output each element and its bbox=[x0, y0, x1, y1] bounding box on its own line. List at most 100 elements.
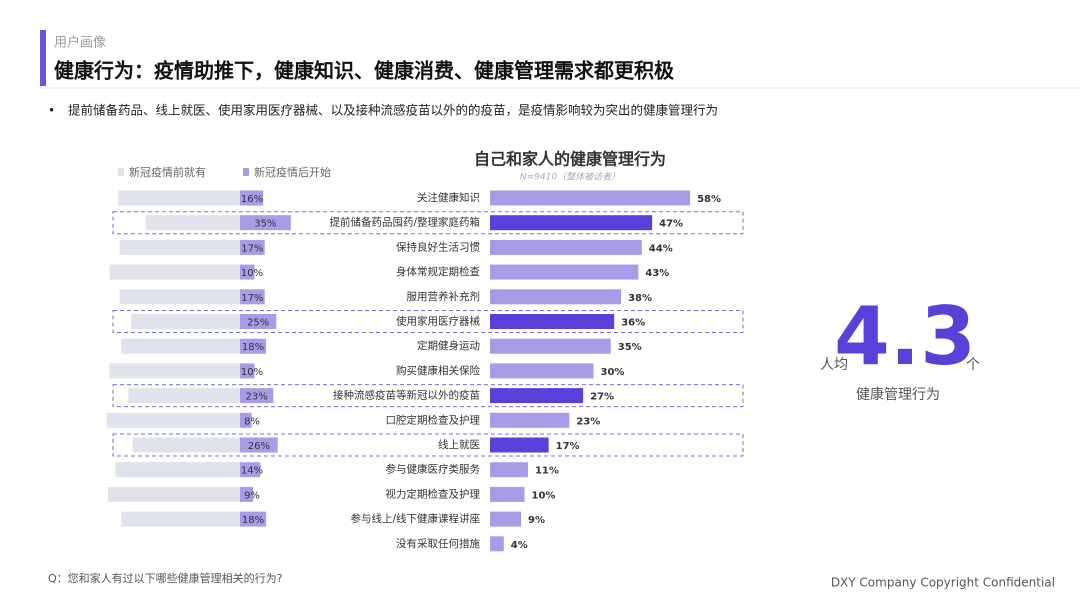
bar bbox=[490, 486, 525, 502]
category-label: 没有采取任何措施 bbox=[396, 537, 480, 550]
value-label: 17% bbox=[556, 441, 580, 452]
value-label: 44% bbox=[649, 243, 673, 254]
bullet-text: 提前储备药品、线上就医、使用家用医疗器械、以及接种流感疫苗以外的的疫苗，是疫情影… bbox=[68, 103, 718, 118]
value-label: 30% bbox=[601, 367, 625, 378]
value-label: 58% bbox=[697, 194, 721, 205]
bar-after-label: 18% bbox=[242, 515, 264, 526]
chart-subtitle: N=9410（整体被访者） bbox=[520, 172, 620, 183]
bar bbox=[490, 215, 653, 231]
bar-after bbox=[240, 437, 278, 453]
bar-before bbox=[145, 215, 240, 231]
bar-after bbox=[240, 363, 255, 379]
bar-after-label: 8% bbox=[244, 416, 260, 427]
bar-after-label: 35% bbox=[254, 219, 276, 230]
bar bbox=[490, 363, 594, 379]
bar-after bbox=[240, 314, 277, 329]
value-label: 9% bbox=[528, 515, 545, 526]
bar-after bbox=[240, 412, 252, 428]
stat-value: 4.3 bbox=[834, 290, 976, 383]
slide-title: 健康行为：疫情助推下，健康知识、健康消费、健康管理需求都更积极 bbox=[54, 59, 675, 83]
legend-swatch bbox=[243, 168, 249, 176]
bar-after-label: 25% bbox=[247, 318, 269, 329]
bar-after-label: 17% bbox=[241, 293, 263, 304]
bar-before bbox=[106, 412, 240, 428]
bar-after-label: 17% bbox=[241, 243, 263, 254]
highlight-box bbox=[112, 211, 744, 235]
bar-before bbox=[109, 363, 240, 379]
highlight-box bbox=[112, 310, 744, 333]
value-label: 47% bbox=[659, 219, 683, 230]
category-label: 定期健身运动 bbox=[417, 339, 480, 352]
bar-after-label: 26% bbox=[248, 441, 270, 452]
bullet-dot: • bbox=[48, 104, 55, 118]
bar-before bbox=[119, 239, 240, 255]
bar-after-label: 14% bbox=[241, 466, 263, 477]
bar-after bbox=[240, 338, 267, 354]
bar bbox=[490, 239, 642, 255]
category-label: 关注健康知识 bbox=[417, 191, 480, 204]
bar-before bbox=[121, 338, 240, 354]
value-label: 38% bbox=[628, 293, 652, 304]
bar-after bbox=[240, 264, 255, 280]
bar bbox=[490, 511, 522, 527]
bar-before bbox=[121, 511, 240, 527]
legend-label: 新冠疫情后开始 bbox=[254, 165, 331, 179]
bar-after-label: 9% bbox=[244, 490, 260, 501]
bar bbox=[490, 190, 691, 206]
category-label: 服用营养补充剂 bbox=[407, 290, 481, 303]
value-label: 11% bbox=[535, 466, 559, 477]
legend-label: 新冠疫情前就有 bbox=[129, 165, 206, 179]
bar-before bbox=[132, 437, 240, 453]
category-label: 参与健康医疗类服务 bbox=[386, 463, 481, 476]
bar-after bbox=[240, 486, 254, 502]
value-label: 27% bbox=[590, 392, 614, 403]
category-label: 参与线上/线下健康课程讲座 bbox=[350, 512, 480, 525]
bar-after-label: 10% bbox=[241, 268, 263, 279]
question: Q：您和家人有过以下哪些健康管理相关的行为? bbox=[48, 571, 283, 585]
bar-before bbox=[109, 264, 240, 280]
accent-bar bbox=[40, 30, 46, 86]
bar bbox=[490, 536, 504, 552]
bar-before bbox=[131, 314, 240, 329]
bar bbox=[490, 289, 622, 305]
value-label: 35% bbox=[618, 342, 642, 353]
bar-before bbox=[119, 289, 240, 305]
bar bbox=[490, 264, 639, 280]
bar-before bbox=[128, 388, 240, 404]
bar-before bbox=[115, 462, 240, 478]
value-label: 36% bbox=[621, 318, 645, 329]
bar bbox=[490, 462, 528, 478]
value-label: 10% bbox=[532, 490, 556, 501]
value-label: 43% bbox=[645, 268, 669, 279]
legend-swatch bbox=[118, 168, 124, 176]
category-label: 身体常规定期检查 bbox=[396, 265, 480, 278]
bar-after-label: 18% bbox=[242, 342, 264, 353]
bar bbox=[490, 437, 549, 453]
bar-after bbox=[240, 511, 267, 527]
stat-prefix: 人均 bbox=[820, 357, 848, 373]
category-label: 购买健康相关保险 bbox=[396, 364, 480, 377]
bar-after bbox=[240, 239, 265, 255]
category-label: 保持良好生活习惯 bbox=[396, 240, 480, 253]
category-label: 接种流感疫苗等新冠以外的疫苗 bbox=[333, 389, 480, 402]
category-label: 使用家用医疗器械 bbox=[396, 315, 480, 328]
section-label: 用户画像 bbox=[54, 35, 106, 51]
category-label: 口腔定期检查及护理 bbox=[386, 413, 481, 426]
bar bbox=[490, 388, 584, 404]
bar-after-label: 10% bbox=[241, 367, 263, 378]
bar-after bbox=[240, 388, 274, 404]
bar bbox=[490, 314, 615, 329]
category-label: 提前储备药品囤药/整理家庭药箱 bbox=[329, 216, 480, 229]
highlight-box bbox=[112, 384, 744, 408]
bar-before bbox=[108, 486, 240, 502]
copyright: DXY Company Copyright Confidential bbox=[831, 576, 1055, 590]
bar-before bbox=[118, 190, 240, 206]
bar-after-label: 23% bbox=[246, 392, 268, 403]
category-label: 线上就医 bbox=[438, 438, 480, 451]
value-label: 23% bbox=[576, 416, 600, 427]
chart-title: 自己和家人的健康管理行为 bbox=[474, 150, 666, 169]
category-label: 视力定期检查及护理 bbox=[386, 487, 481, 500]
highlight-box bbox=[112, 433, 744, 457]
bar-after bbox=[240, 289, 265, 305]
